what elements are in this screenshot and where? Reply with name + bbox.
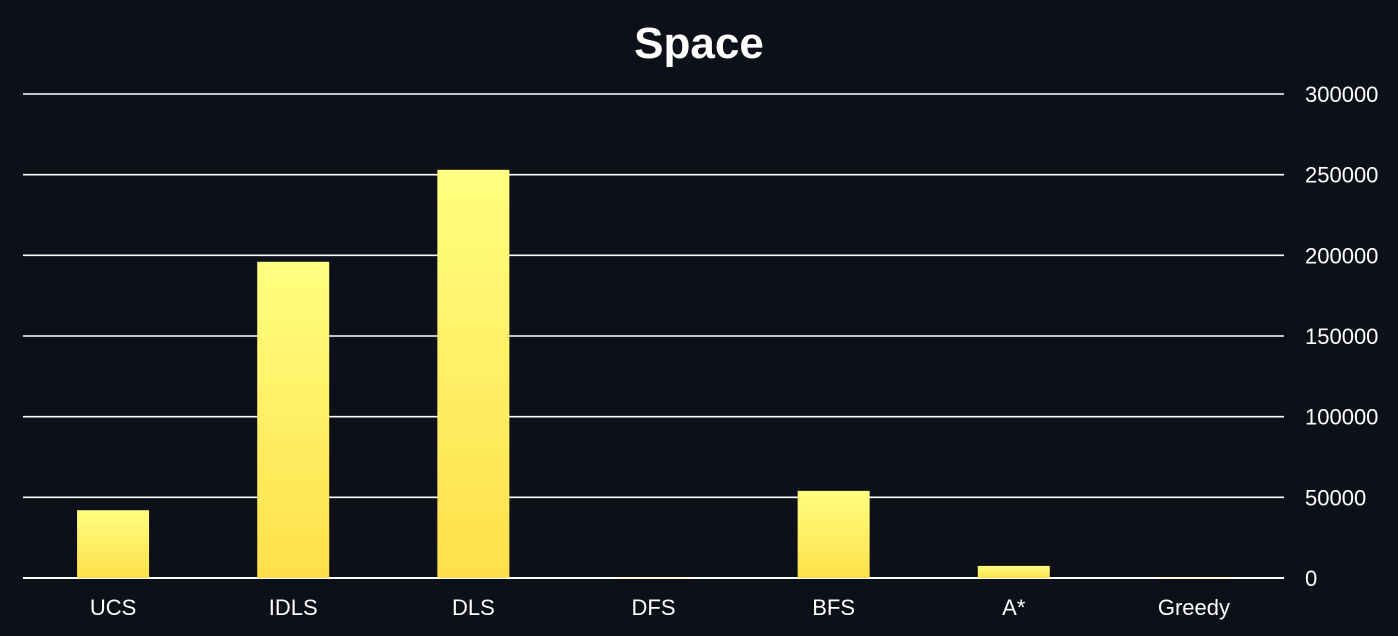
y-tick-label: 200000 [1305,243,1378,268]
bars [77,169,1230,579]
y-axis-ticks: 0 50000 100000 150000 200000 250000 300000 [1305,82,1378,591]
bar-idls [257,261,330,578]
x-category-label: BFS [812,595,855,620]
x-category-label: DLS [452,595,495,620]
x-category-label: Greedy [1158,595,1230,620]
bar-bfs [797,490,870,578]
x-axis-categories: UCS IDLS DLS DFS BFS A* Greedy [90,595,1230,620]
x-category-label: IDLS [269,595,318,620]
x-category-label: A* [1002,595,1026,620]
y-tick-label: 150000 [1305,324,1378,349]
bar-astar [977,565,1050,578]
y-tick-label: 50000 [1305,485,1366,510]
x-category-label: UCS [90,595,136,620]
y-tick-label: 0 [1305,566,1317,591]
bar-dfs [617,577,690,579]
bar-dls [437,169,510,578]
chart-title: Space [634,19,764,68]
y-tick-label: 250000 [1305,163,1378,188]
bar-greedy [1157,577,1230,579]
bar-ucs [77,510,150,578]
y-tick-label: 100000 [1305,405,1378,430]
y-tick-label: 300000 [1305,82,1378,107]
x-category-label: DFS [632,595,676,620]
gridlines [23,93,1284,579]
